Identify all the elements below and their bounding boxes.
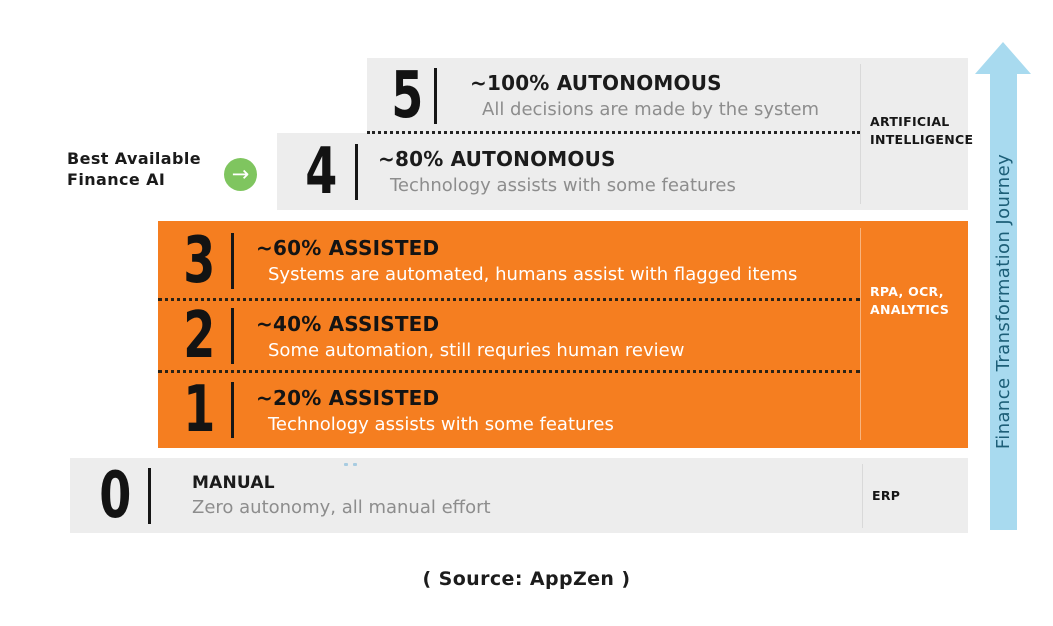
level-5-row: 5 ~100% AUTONOMOUS All decisions are mad… [367, 58, 968, 133]
label-artificial-intelligence: ARTIFICIAL INTELLIGENCE [870, 114, 974, 147]
level-5-heading: ~100% AUTONOMOUS [470, 71, 722, 95]
level-4-desc: Technology assists with some features [390, 175, 736, 196]
label-rpa-ocr-analytics: RPA, OCR, ANALYTICS [870, 284, 950, 317]
assisted-levels-block [158, 221, 968, 448]
dotted-separator-3-2 [158, 298, 860, 301]
level-0-desc: Zero autonomy, all manual effort [192, 497, 491, 518]
level-2-number: 2 [183, 299, 216, 373]
divider-erp [862, 464, 863, 528]
level-3-bar [231, 232, 234, 289]
journey-arrow-label: Finance Transformation Journey [993, 153, 1014, 449]
level-3-row: 3 ~60% ASSISTED Systems are automated, h… [158, 221, 860, 300]
level-5-number: 5 [391, 58, 424, 133]
journey-arrow-shaft [990, 72, 1017, 530]
level-4-bar [355, 143, 358, 200]
level-4-number: 4 [304, 134, 338, 209]
level-1-row: 1 ~20% ASSISTED Technology assists with … [158, 372, 860, 448]
level-4-row: 4 ~80% AUTONOMOUS Technology assists wit… [277, 133, 968, 210]
level-0-row: 0 MANUAL Zero autonomy, all manual effor… [70, 458, 968, 533]
level-0-heading: MANUAL [192, 473, 275, 493]
level-4-heading: ~80% AUTONOMOUS [378, 147, 616, 171]
dotted-separator-5-4 [367, 131, 860, 134]
label-erp: ERP [872, 488, 901, 503]
level-2-desc: Some automation, still requries human re… [268, 339, 685, 361]
best-available-finance-ai-label: Best Available Finance AI [67, 149, 201, 191]
level-3-desc: Systems are automated, humans assist wit… [268, 264, 798, 285]
level-1-bar [231, 382, 234, 438]
best-available-line1: Best Available [67, 149, 201, 168]
level-0-number: 0 [98, 458, 132, 533]
arrow-right-icon: → [224, 158, 257, 191]
divider-artificial-intelligence [860, 64, 861, 204]
tiny-blue-dots [344, 463, 348, 466]
level-2-row: 2 ~40% ASSISTED Some automation, still r… [158, 300, 860, 372]
level-2-heading: ~40% ASSISTED [256, 311, 440, 336]
level-1-heading: ~20% ASSISTED [256, 385, 440, 410]
best-available-line2: Finance AI [67, 169, 166, 189]
level-2-bar [231, 308, 234, 364]
level-1-number: 1 [183, 373, 216, 447]
level-3-heading: ~60% ASSISTED [256, 236, 440, 260]
level-5-bar [434, 67, 437, 124]
level-5-desc: All decisions are made by the system [482, 99, 820, 120]
journey-arrow-head-icon [975, 42, 1031, 74]
level-0-bar [148, 467, 151, 524]
level-3-number: 3 [183, 223, 216, 298]
source-caption: ( Source: AppZen ) [422, 568, 631, 590]
dotted-separator-2-1 [158, 370, 860, 373]
level-1-desc: Technology assists with some features [268, 413, 614, 435]
divider-rpa-ocr-analytics [860, 228, 861, 440]
